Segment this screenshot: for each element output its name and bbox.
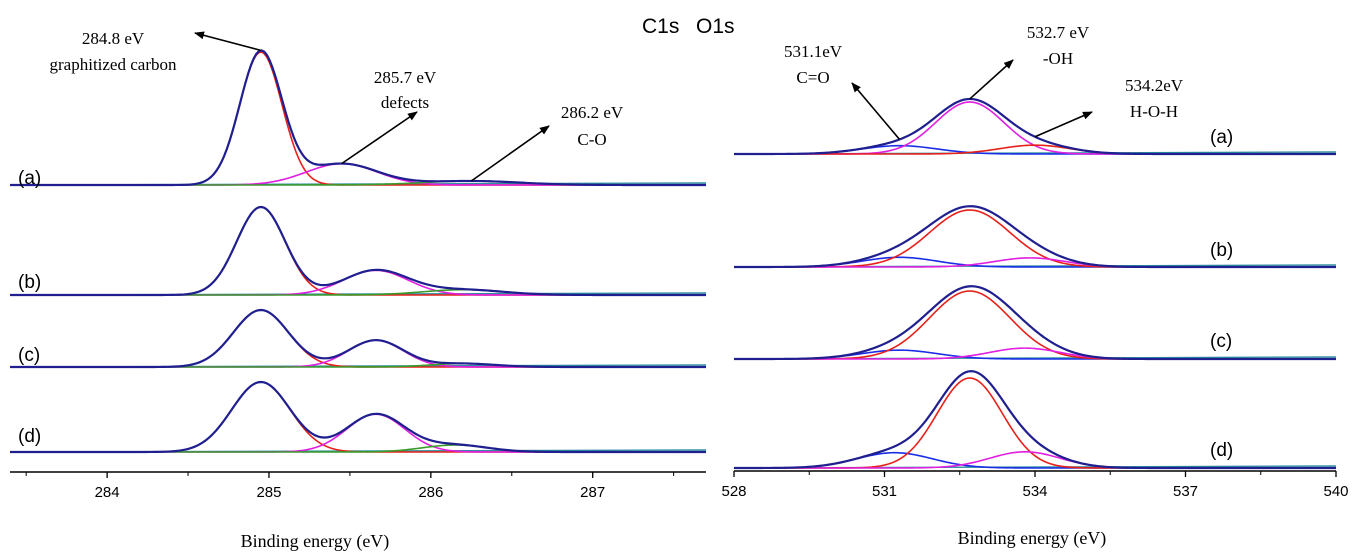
- c1s-spectrum-labels: (a) (b) (c) (d): [18, 168, 41, 447]
- o1s-annotation-assignment-2: H-O-H: [1130, 102, 1178, 121]
- c1s-spectrum-3-component-0: [10, 381, 706, 453]
- o1s-annotations: 531.1eV C=O 532.7 eV -OH 534.2eV H-O-H: [784, 23, 1184, 140]
- o1s-annotation-arrow-1: [969, 59, 1014, 100]
- o1s-spectrum-label-1: (b): [1210, 240, 1233, 261]
- o1s-spectrum-labels: (a) (b) (c) (d): [1210, 127, 1233, 461]
- o1s-annotation-assignment-1: -OH: [1043, 49, 1073, 68]
- c1s-annotation-assignment-1: defects: [381, 93, 429, 112]
- o1s-annotation-arrow-2: [1034, 111, 1093, 138]
- c1s-spectrum-0-component-1: [10, 162, 706, 186]
- c1s-tick-label-1: 285: [256, 484, 281, 501]
- o1s-curves: [733, 97, 1337, 470]
- c1s-annotation-arrow-2: [470, 125, 550, 182]
- c1s-x-axis: 284 285 286 287: [10, 471, 706, 501]
- c1s-annotation-arrow-1: [341, 111, 418, 165]
- c1s-spectrum-2-component-0: [10, 309, 706, 368]
- o1s-spectrum-3-component-1: [734, 377, 1336, 469]
- o1s-x-axis-label: Binding energy (eV): [958, 528, 1107, 549]
- o1s-tick-label-0: 528: [721, 483, 746, 500]
- c1s-tick-label-0: 284: [95, 484, 120, 501]
- c1s-panel: 284 285 286 287 (a) (b) (c) (d) 284.8 eV graphi…: [9, 29, 707, 552]
- o1s-spectrum-label-0: (a): [1210, 127, 1233, 148]
- c1s-tick-label-2: 286: [418, 484, 443, 501]
- c1s-spectrum-0-envelope: [10, 49, 706, 187]
- figure-title-right: O1s: [696, 15, 735, 38]
- o1s-x-axis: 528 531 534 537 540: [721, 470, 1349, 500]
- c1s-spectrum-1-component-0: [10, 206, 706, 296]
- c1s-spectrum-label-3: (d): [18, 426, 41, 447]
- o1s-annotation-energy-0: 531.1eV: [784, 42, 843, 61]
- c1s-spectrum-2-envelope: [10, 308, 706, 369]
- o1s-panel: 528 531 534 537 540 (a)(b)(c)(d) 531.1eVC=O5…: [721, 23, 1348, 549]
- o1s-annotation-energy-2: 534.2eV: [1125, 76, 1184, 95]
- o1s-annotation-energy-1: 532.7 eV: [1027, 23, 1090, 42]
- o1s-tick-label-3: 537: [1173, 483, 1198, 500]
- o1s-annotation-assignment-0: C=O: [796, 68, 829, 87]
- c1s-tick-label-3: 287: [580, 484, 605, 501]
- o1s-annotation-arrow-0: [851, 82, 901, 140]
- c1s-annotation-energy-1: 285.7 eV: [374, 68, 437, 87]
- c1s-annotation-assignment-2: C-O: [577, 130, 606, 149]
- o1s-spectrum-0-component-1: [734, 101, 1336, 155]
- o1s-spectrum-1-envelope: [734, 205, 1336, 269]
- c1s-curves: [9, 49, 707, 454]
- o1s-tick-label-4: 540: [1323, 483, 1348, 500]
- figure-title-left: C1s: [642, 15, 679, 38]
- o1s-tick-label-2: 534: [1022, 483, 1047, 500]
- o1s-spectrum-label-2: (c): [1210, 331, 1232, 352]
- c1s-annotation-assignment-0: graphitized carbon: [50, 55, 177, 74]
- c1s-spectrum-label-1: (b): [18, 272, 41, 293]
- o1s-spectrum-3-envelope: [734, 370, 1336, 470]
- c1s-annotation-arrow-0: [194, 31, 262, 52]
- c1s-annotation-energy-2: 286.2 eV: [561, 103, 624, 122]
- o1s-spectrum-label-3: (d): [1210, 440, 1233, 461]
- c1s-spectrum-1-envelope: [10, 205, 706, 297]
- o1s-tick-label-1: 531: [872, 483, 897, 500]
- c1s-spectrum-label-0: (a): [18, 168, 41, 189]
- c1s-x-axis-label: Binding energy (eV): [241, 531, 390, 552]
- c1s-annotations: 284.8 eV graphitized carbon 285.7 eV defect…: [50, 29, 624, 182]
- c1s-spectrum-label-2: (c): [18, 345, 40, 366]
- o1s-spectrum-2-envelope: [734, 285, 1336, 361]
- c1s-spectrum-3-envelope: [10, 380, 706, 454]
- c1s-annotation-energy-0: 284.8 eV: [82, 29, 145, 48]
